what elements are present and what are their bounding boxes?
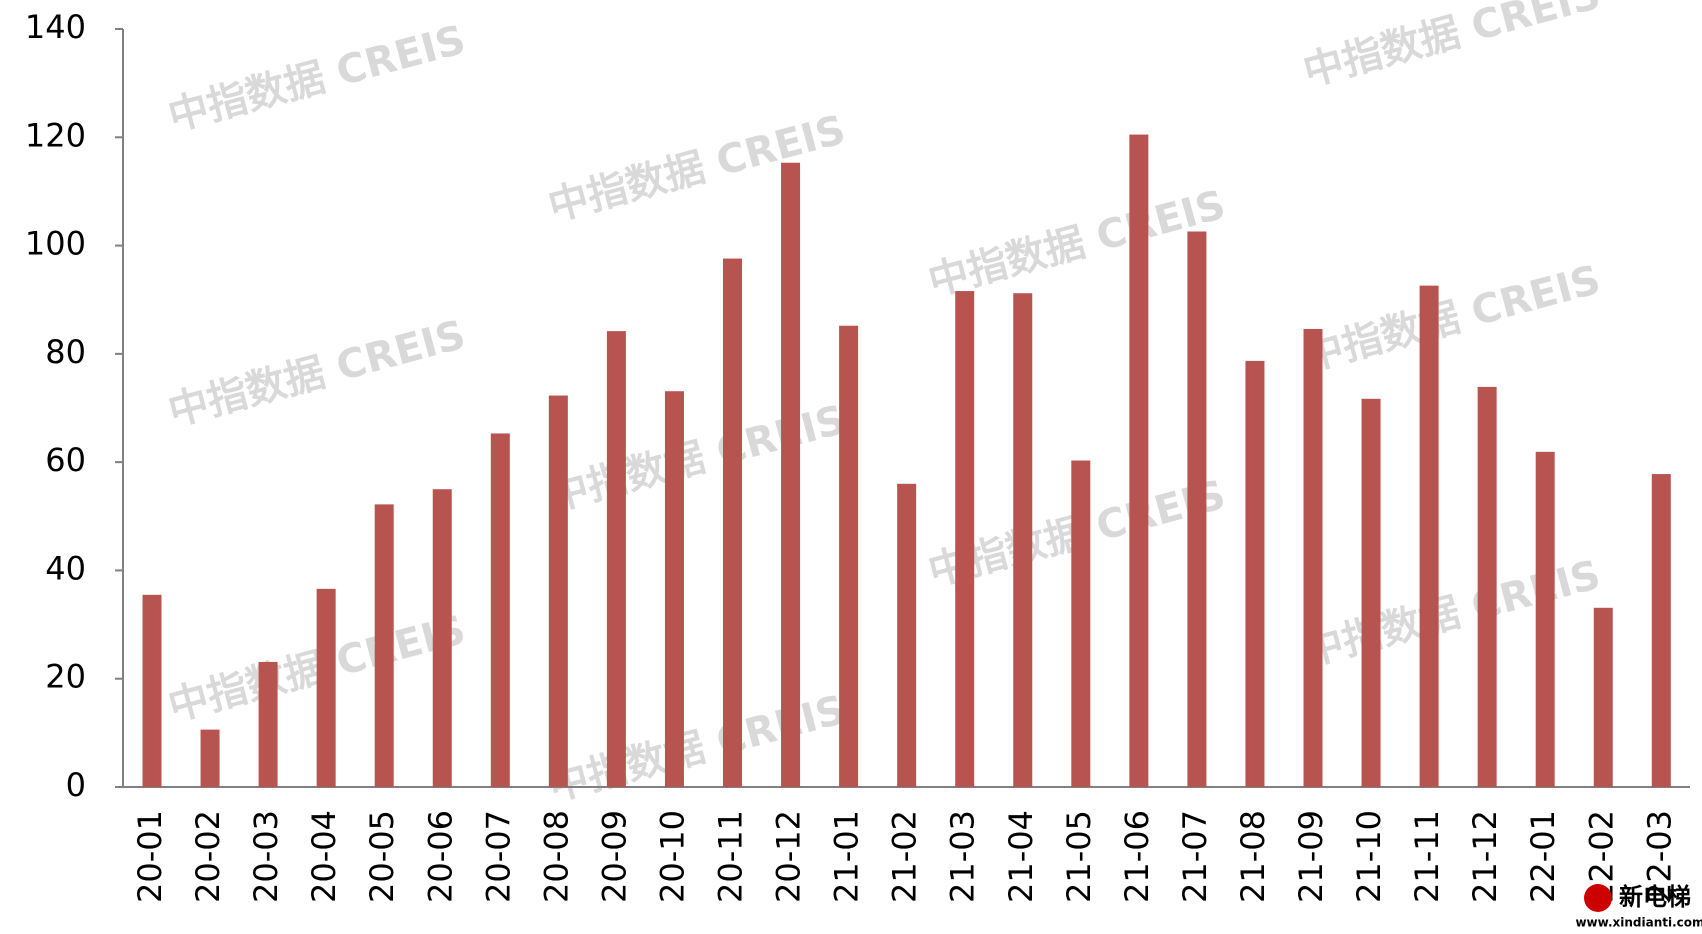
watermark: 中指数据 CREIS: [164, 17, 471, 140]
x-tick-label: 22-01: [1524, 810, 1562, 903]
bar: [1651, 474, 1671, 787]
bar: [955, 291, 975, 787]
bar: [606, 331, 626, 787]
y-tick-label: 80: [45, 333, 86, 371]
bar: [1013, 293, 1033, 787]
x-tick-label: 20-01: [131, 810, 169, 903]
bar: [1477, 386, 1497, 787]
x-tick-label: 20-11: [712, 810, 750, 903]
bar: [1187, 231, 1207, 788]
y-tick-label: 0: [66, 766, 86, 804]
bar: [1361, 398, 1381, 787]
watermark: 中指数据 CREIS: [544, 687, 851, 810]
x-tick-label: 20-05: [363, 810, 401, 903]
x-tick-label: 21-08: [1234, 810, 1272, 903]
bar: [1071, 460, 1091, 787]
x-tick-label: 20-10: [653, 810, 691, 903]
x-tick-label: 21-10: [1350, 810, 1388, 903]
bar: [432, 489, 452, 787]
x-tick-label: 20-12: [770, 810, 808, 903]
watermark: 中指数据 CREIS: [1299, 257, 1606, 380]
watermark: 中指数据 CREIS: [1299, 0, 1606, 95]
x-tick-label: 20-08: [537, 810, 575, 903]
x-tick-label: 20-09: [595, 810, 633, 903]
bar: [1303, 328, 1323, 787]
watermark: 中指数据 CREIS: [544, 107, 851, 230]
logo: 新电梯 www.xindianti.com: [1575, 883, 1702, 930]
logo-url: www.xindianti.com: [1575, 916, 1702, 930]
bar: [1245, 360, 1265, 787]
x-tick-label: 21-07: [1176, 810, 1214, 903]
y-tick-label: 140: [25, 8, 86, 46]
bar: [1129, 134, 1149, 788]
logo-name: 新电梯: [1619, 883, 1691, 911]
logo-icon: [1584, 884, 1612, 912]
bar: [200, 729, 220, 787]
bar: [548, 395, 568, 787]
x-tick-label: 20-07: [479, 810, 517, 903]
x-tick-label: 21-04: [1002, 810, 1040, 903]
bar: [839, 325, 859, 787]
bar: [1593, 607, 1613, 787]
x-tick-label: 20-03: [247, 810, 285, 903]
x-tick-label: 21-01: [828, 810, 866, 903]
watermark: 中指数据 CREIS: [1299, 552, 1606, 675]
x-tick-label: 21-12: [1466, 810, 1504, 903]
y-tick-label: 60: [45, 441, 86, 479]
y-tick-label: 20: [45, 658, 86, 696]
y-tick-label: 120: [25, 116, 86, 154]
bar: [374, 504, 394, 787]
x-tick-label: 20-04: [305, 810, 343, 903]
x-tick-label: 21-02: [886, 810, 924, 903]
x-tick-label: 21-11: [1408, 810, 1446, 903]
bar: [258, 661, 278, 787]
bar: [1419, 285, 1439, 787]
watermark: 中指数据 CREIS: [164, 312, 471, 435]
x-tick-label: 20-02: [189, 810, 227, 903]
bar: [316, 588, 336, 787]
bar: [142, 594, 162, 787]
x-tick-label: 21-06: [1118, 810, 1156, 903]
y-tick-label: 100: [25, 225, 86, 263]
bar: [781, 162, 801, 788]
bar: [490, 433, 510, 787]
y-tick-label: 40: [45, 549, 86, 587]
x-tick-label: 21-09: [1292, 810, 1330, 903]
watermark: 中指数据 CREIS: [924, 182, 1231, 305]
bar: [664, 391, 684, 787]
x-tick-label: 21-03: [944, 810, 982, 903]
bar: [1535, 451, 1555, 787]
plot: 0 20 40 60 80 100 120 140 20-01 20-02 20-03 20-04 20…: [25, 8, 1690, 903]
x-tick-label: 21-05: [1060, 810, 1098, 903]
bar: [897, 483, 917, 787]
x-tick-label: 20-06: [421, 810, 459, 903]
bar: [723, 258, 742, 788]
x-tick-label: 22-03: [1640, 810, 1678, 903]
watermark: 中指数据 CREIS: [544, 397, 851, 520]
